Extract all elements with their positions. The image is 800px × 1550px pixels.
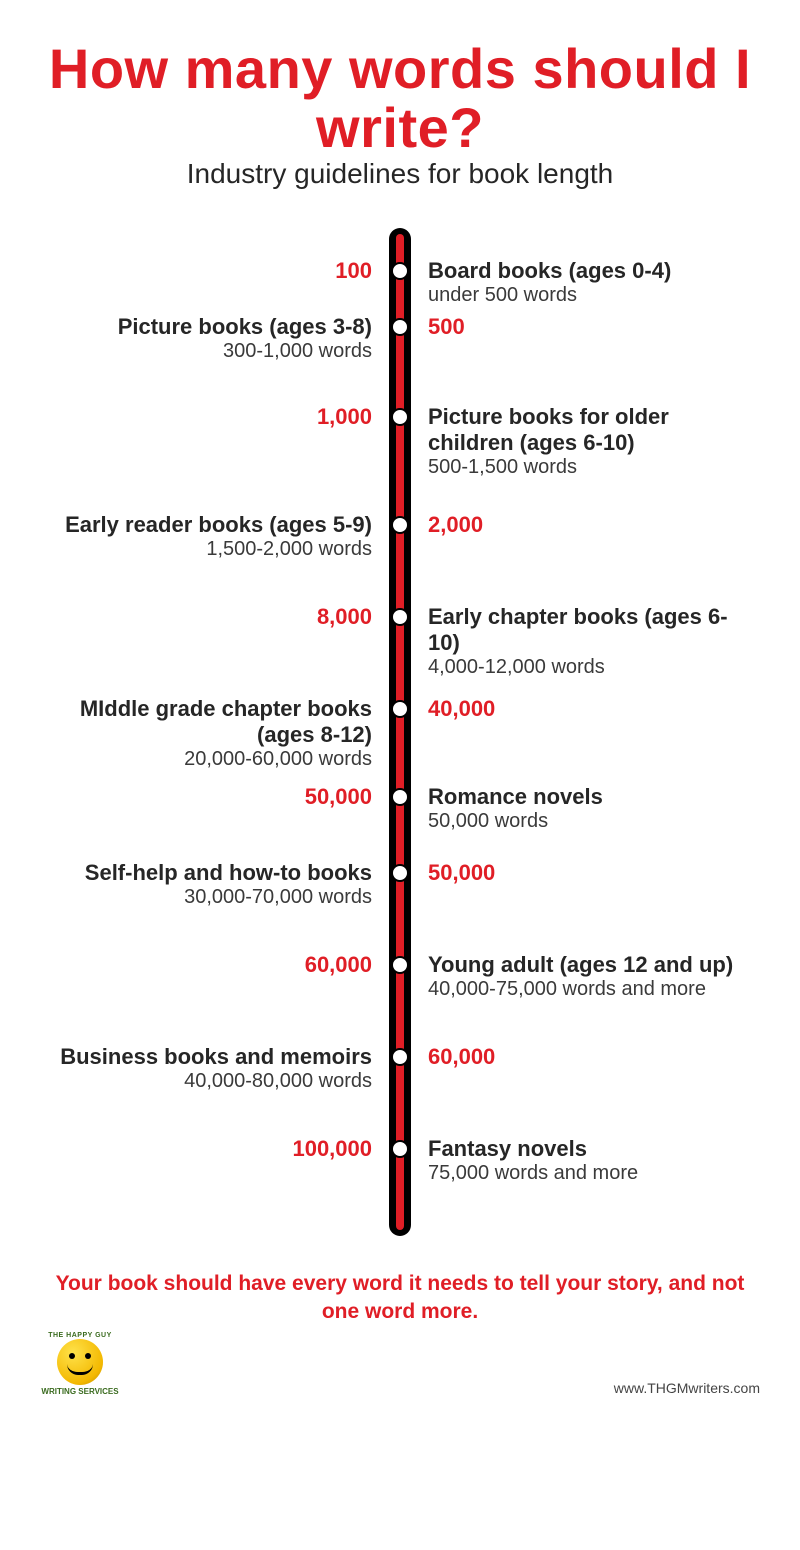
page-subtitle: Industry guidelines for book length bbox=[40, 158, 760, 190]
word-count: 8,000 bbox=[42, 604, 372, 630]
site-url: www.THGMwriters.com bbox=[614, 1380, 760, 1396]
timeline-marker bbox=[391, 788, 409, 806]
word-count: 100,000 bbox=[42, 1136, 372, 1162]
word-count: 50,000 bbox=[428, 860, 758, 886]
timeline-marker bbox=[391, 956, 409, 974]
timeline-item: 60,000 Young adult (ages 12 and up)40,000… bbox=[40, 952, 760, 1044]
timeline: 100 Board books (ages 0-4)under 500 words… bbox=[40, 228, 760, 1236]
timeline-marker bbox=[391, 1048, 409, 1066]
footer-message: Your book should have every word it need… bbox=[40, 1270, 760, 1327]
timeline-marker bbox=[391, 516, 409, 534]
timeline-marker bbox=[391, 700, 409, 718]
category: Fantasy novels75,000 words and more bbox=[428, 1136, 758, 1185]
category: Self-help and how-to books30,000-70,000 … bbox=[42, 860, 372, 909]
timeline-item: 50,000 Self-help and how-to books30,000-7… bbox=[40, 860, 760, 952]
category: MIddle grade chapter books (ages 8-12)20… bbox=[42, 696, 372, 771]
timeline-marker bbox=[391, 262, 409, 280]
timeline-item: 1,000 Picture books for older children (a… bbox=[40, 404, 760, 512]
category: Early reader books (ages 5-9)1,500-2,000… bbox=[42, 512, 372, 561]
word-count: 60,000 bbox=[42, 952, 372, 978]
word-count: 60,000 bbox=[428, 1044, 758, 1070]
category: Early chapter books (ages 6-10)4,000-12,… bbox=[428, 604, 758, 679]
timeline-marker bbox=[391, 864, 409, 882]
category: Business books and memoirs40,000-80,000 … bbox=[42, 1044, 372, 1093]
word-count: 2,000 bbox=[428, 512, 758, 538]
logo-top-text: THE HAPPY GUY bbox=[40, 1332, 120, 1339]
category: Board books (ages 0-4)under 500 words bbox=[428, 258, 758, 307]
category: Young adult (ages 12 and up)40,000-75,00… bbox=[428, 952, 758, 1001]
timeline-item: 500 Picture books (ages 3-8)300-1,000 wor… bbox=[40, 314, 760, 404]
timeline-item: 100,000 Fantasy novels75,000 words and mo… bbox=[40, 1136, 760, 1206]
timeline-item: 50,000 Romance novels50,000 words bbox=[40, 784, 760, 860]
timeline-item: 100 Board books (ages 0-4)under 500 words bbox=[40, 228, 760, 314]
timeline-marker bbox=[391, 608, 409, 626]
word-count: 500 bbox=[428, 314, 758, 340]
timeline-marker bbox=[391, 318, 409, 336]
timeline-item: 8,000 Early chapter books (ages 6-10)4,00… bbox=[40, 604, 760, 696]
category: Picture books for older children (ages 6… bbox=[428, 404, 758, 479]
timeline-item: 60,000 Business books and memoirs40,000-8… bbox=[40, 1044, 760, 1136]
page-title: How many words should I write? bbox=[40, 40, 760, 158]
brand-logo: THE HAPPY GUY WRITING SERVICES bbox=[40, 1332, 120, 1396]
timeline-marker bbox=[391, 1140, 409, 1158]
word-count: 100 bbox=[42, 258, 372, 284]
timeline-item: 40,000 MIddle grade chapter books (ages 8… bbox=[40, 696, 760, 784]
timeline-marker bbox=[391, 408, 409, 426]
word-count: 50,000 bbox=[42, 784, 372, 810]
logo-bottom-text: WRITING SERVICES bbox=[40, 1387, 120, 1396]
word-count: 40,000 bbox=[428, 696, 758, 722]
category: Romance novels50,000 words bbox=[428, 784, 758, 833]
word-count: 1,000 bbox=[42, 404, 372, 430]
timeline-item: 2,000 Early reader books (ages 5-9)1,500-… bbox=[40, 512, 760, 604]
category: Picture books (ages 3-8)300-1,000 words bbox=[42, 314, 372, 363]
smiley-icon bbox=[57, 1339, 103, 1385]
